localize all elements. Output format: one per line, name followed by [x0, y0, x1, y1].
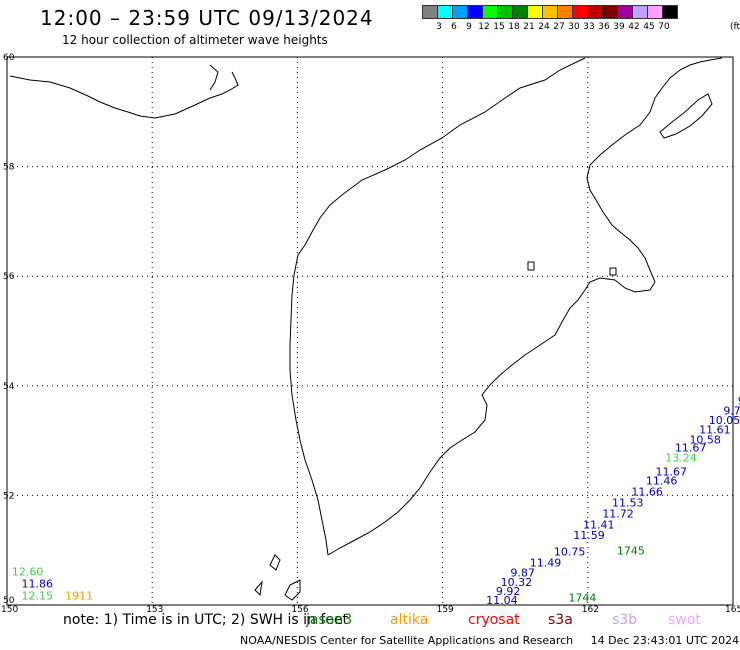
legend-label: 6	[451, 22, 457, 32]
legend-label: 42	[628, 22, 640, 32]
map-title: 12:00 – 23:59 UTC 09/13/2024	[40, 6, 374, 30]
swh-observation: 11.53	[612, 496, 644, 509]
lon-label: 153	[146, 605, 163, 615]
karaginsky-island	[659, 93, 713, 139]
swh-observation: 9.92	[496, 585, 520, 598]
satellite-s3a: s3a	[548, 612, 573, 628]
swh-observation: 9.70	[723, 404, 740, 417]
map-frame	[6, 56, 734, 606]
swh-observation: 1911	[65, 590, 93, 603]
swh-observation: 11.66	[631, 485, 663, 498]
swh-observation: 10.05	[709, 414, 740, 427]
swh-observation: 11.72	[602, 507, 634, 520]
satellite-altika: altika	[390, 612, 429, 628]
swh-observation: 11.46	[646, 474, 678, 487]
small-island-2	[609, 267, 617, 276]
swh-observation: 10.32	[501, 576, 533, 589]
swh-observation: 9.30	[738, 394, 740, 407]
lat-label: 52	[3, 491, 14, 501]
credit-text: NOAA/NESDIS Center for Satellite Applica…	[240, 634, 574, 647]
lat-label: 60	[3, 53, 15, 63]
kuril-island-1	[284, 579, 301, 601]
okhotsk-north-coast-2	[209, 64, 219, 91]
legend-swatch	[662, 5, 678, 19]
swh-observation: 10.75	[554, 546, 586, 559]
kuril-island-3	[254, 580, 263, 597]
legend-label: 18	[508, 22, 520, 32]
okhotsk-north-coast	[9, 71, 239, 119]
lon-label: 165	[725, 605, 740, 615]
legend-label: 27	[553, 22, 565, 32]
map-subtitle: 12 hour collection of altimeter wave hei…	[62, 33, 328, 47]
swh-observation: 11.41	[583, 518, 615, 531]
coastline	[9, 57, 723, 601]
lat-label: 58	[3, 163, 15, 173]
small-island-1	[527, 261, 535, 271]
legend-label: 45	[643, 22, 655, 32]
swh-observation: 9.87	[510, 567, 535, 580]
swh-observation: 11.04	[486, 594, 518, 607]
legend-label: 33	[583, 22, 595, 32]
legend-label: 3	[436, 22, 442, 32]
swh-observation: 11.67	[656, 466, 688, 479]
satellite-s3b: s3b	[612, 612, 638, 628]
legend-label: 70	[658, 22, 670, 32]
legend-label: 39	[613, 22, 625, 32]
swh-observation: 13.24	[665, 451, 697, 464]
swh-observation: 12.15	[22, 590, 54, 603]
lon-label: 150	[1, 605, 18, 615]
satellite-jason3: jason3	[306, 612, 353, 628]
legend-unit: (ft)	[730, 22, 740, 32]
swh-observation: 11.67	[675, 442, 707, 455]
legend-label: 24	[538, 22, 550, 32]
lat-label: 50	[3, 596, 15, 606]
swh-observation: 11.86	[22, 577, 54, 590]
lon-label: 159	[437, 605, 454, 615]
legend-label: 36	[598, 22, 610, 32]
legend-label: 30	[568, 22, 580, 32]
lon-label: 162	[582, 605, 599, 615]
kuril-island-2	[269, 554, 281, 571]
axis-labels: 150 153 156 159 162 165 60 58 56 54 52 50	[1, 53, 740, 615]
footer: NOAA/NESDIS Center for Satellite Applica…	[240, 634, 739, 647]
note-text: note: 1) Time is in UTC; 2) SWH is in fe…	[63, 612, 349, 628]
lat-label: 54	[3, 382, 15, 392]
swh-observation: 10.58	[689, 433, 721, 446]
swh-observation: 1744	[568, 592, 596, 605]
swh-observation: 12.60	[12, 565, 44, 578]
kamchatka-west-coast	[289, 57, 586, 556]
legend-label: 9	[466, 22, 472, 32]
legend-label: 21	[523, 22, 535, 32]
kamchatka-east-coast	[327, 57, 723, 556]
legend-swatches	[422, 5, 678, 19]
satellite-cryosat: cryosat	[468, 612, 520, 628]
swh-observation: 1745	[617, 545, 645, 558]
graticule	[7, 57, 733, 605]
lat-label: 56	[3, 272, 15, 282]
swh-observation: 11.59	[573, 529, 605, 542]
lon-label: 156	[291, 605, 308, 615]
footer-timestamp: 14 Dec 23:43:01 UTC 2024	[590, 634, 740, 647]
swh-observation: 11.61	[699, 423, 731, 436]
legend-label: 12	[478, 22, 490, 32]
legend-label: 15	[493, 22, 505, 32]
satellite-swot: swot	[668, 612, 701, 628]
swh-observation: 11.49	[530, 557, 562, 570]
